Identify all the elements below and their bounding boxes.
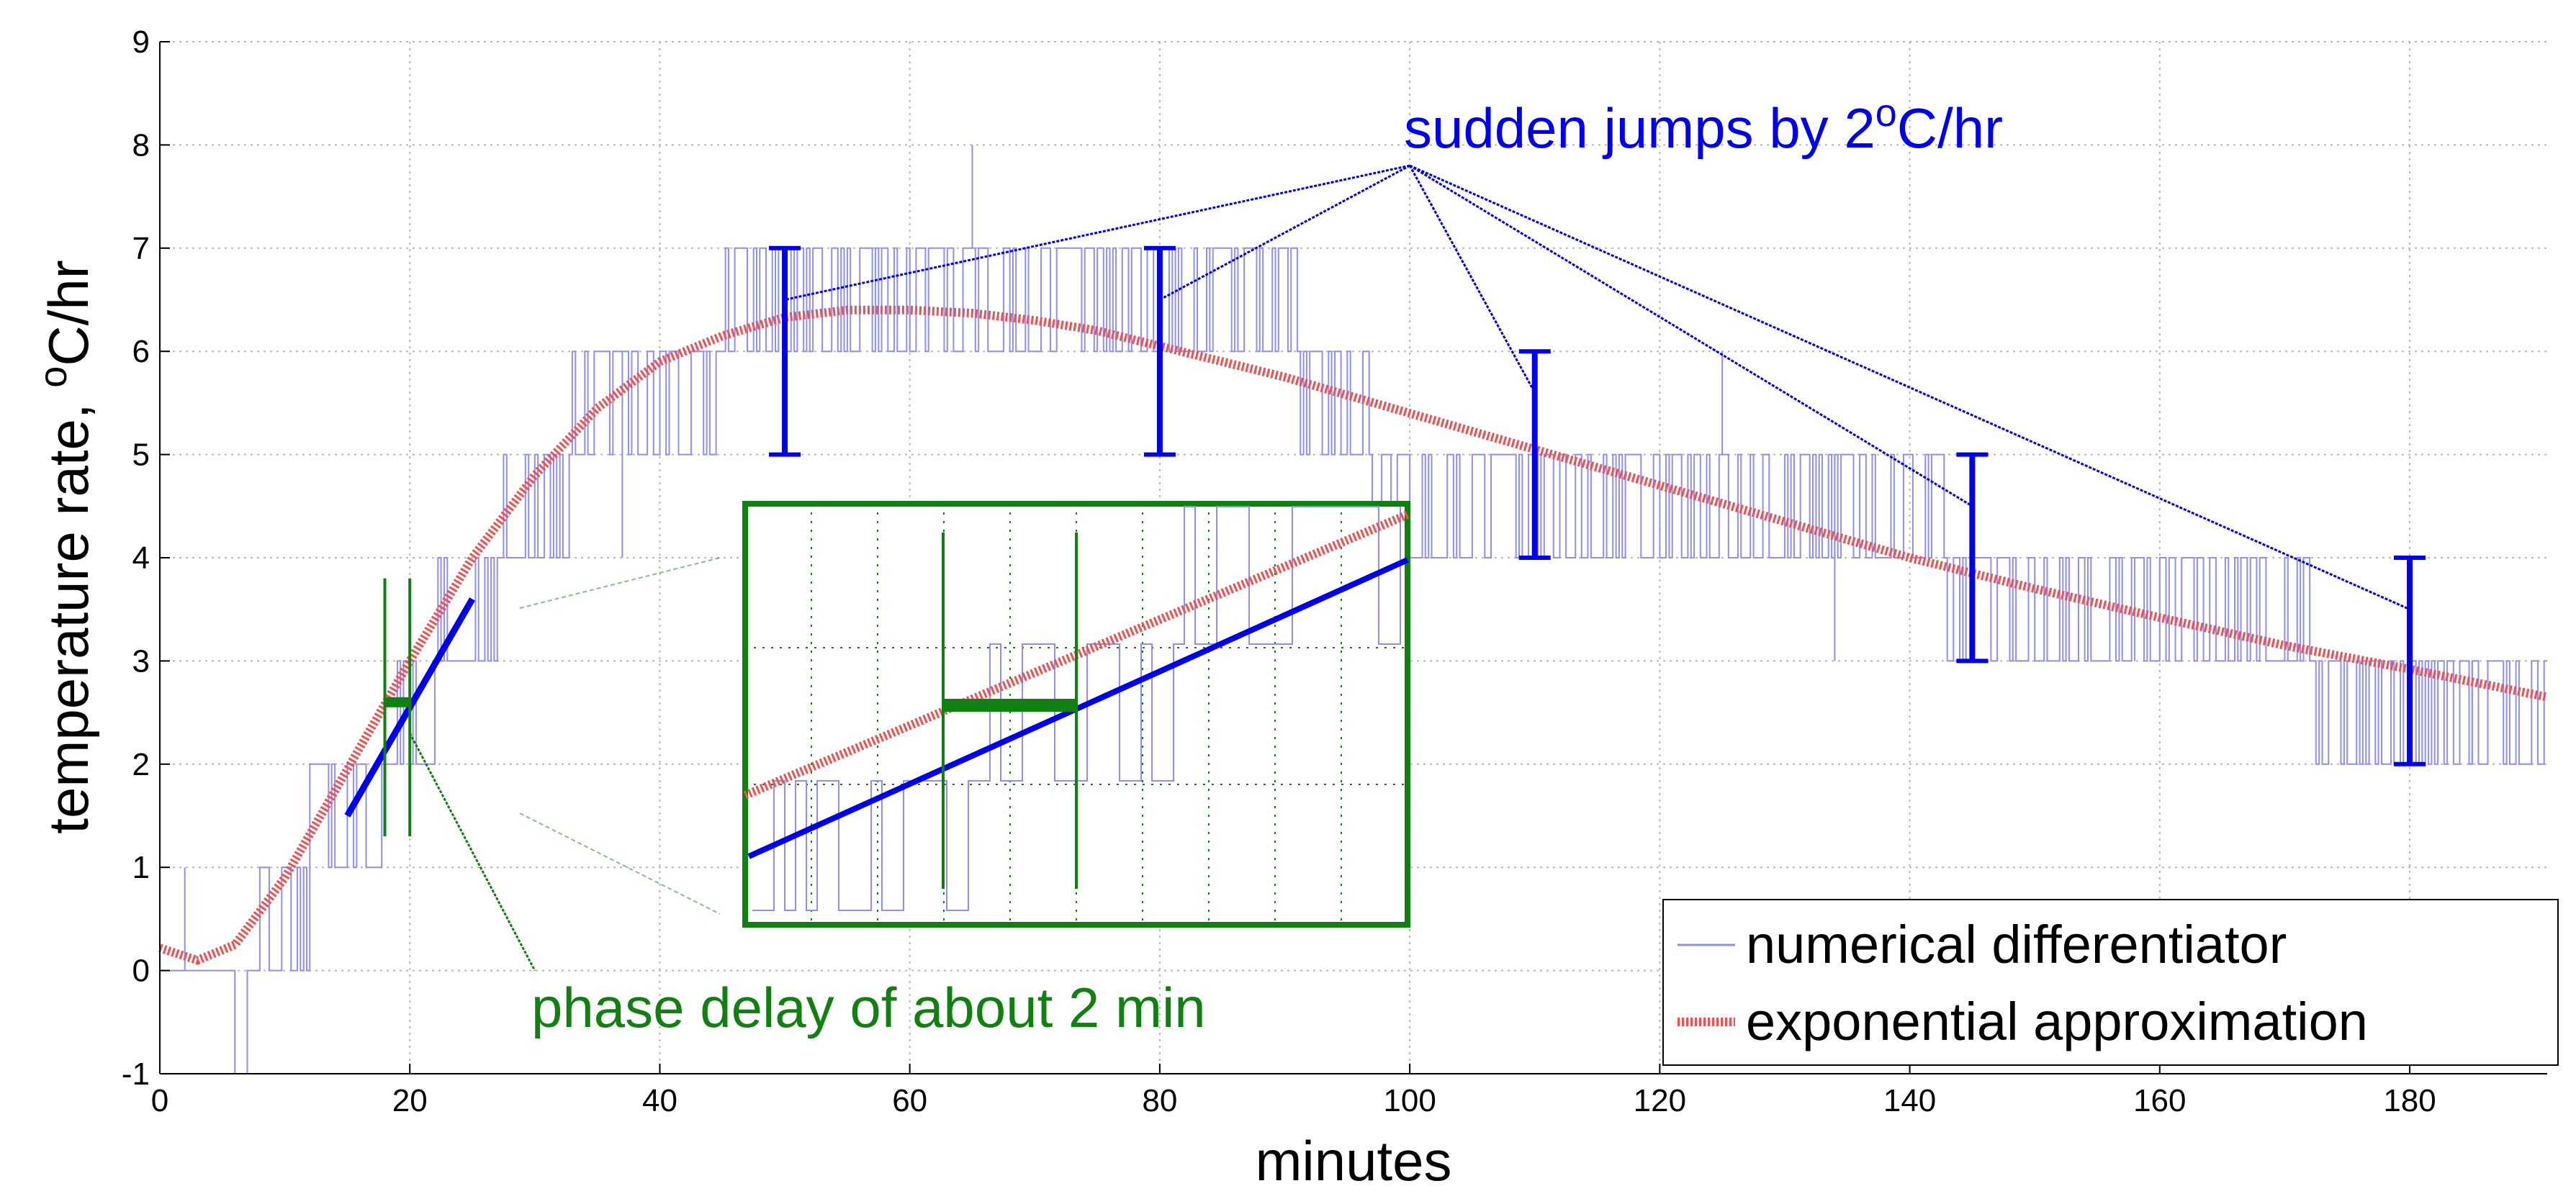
x-tick-label: 20 <box>392 1083 428 1118</box>
zoom-inset <box>519 501 1410 928</box>
y-tick-label: 5 <box>132 438 150 473</box>
y-tick-label: 3 <box>132 643 150 679</box>
jump-markers <box>769 164 2426 766</box>
annotation-leader <box>784 164 1410 301</box>
inset-tangent-line <box>747 557 1409 859</box>
x-tick-label: 140 <box>1883 1083 1936 1118</box>
y-tick-label: 2 <box>132 747 150 782</box>
phase-delay-markers <box>344 578 536 972</box>
y-tick-label: -1 <box>122 1056 150 1092</box>
annotations: sudden jumps by 2oC/hr phase delay of ab… <box>531 91 2003 1039</box>
x-tick-label: 160 <box>2133 1083 2186 1118</box>
inset-connector <box>519 557 721 609</box>
jumps-annotation: sudden jumps by 2oC/hr <box>1404 91 2003 160</box>
x-tick-label: 80 <box>1142 1083 1177 1118</box>
inset-differentiator-line <box>752 506 1401 911</box>
y-tick-label: 8 <box>132 127 150 163</box>
x-tick-label: 180 <box>2383 1083 2436 1118</box>
x-tick-label: 40 <box>642 1083 677 1118</box>
x-axis-title: minutes <box>1255 1129 1451 1192</box>
y-tick-label: 1 <box>132 850 150 885</box>
legend: numerical differentiator exponential app… <box>1662 899 2559 1066</box>
phase-leader <box>408 733 536 972</box>
x-tick-label: 60 <box>892 1083 927 1118</box>
y-tick-label: 0 <box>132 954 150 989</box>
x-tick-label: 0 <box>151 1083 168 1118</box>
y-axis-title: temperature rate, oC/hr <box>32 260 100 833</box>
y-tick-label: 6 <box>132 334 150 369</box>
y-tick-label: 7 <box>132 231 150 266</box>
exponential-line <box>158 305 2549 965</box>
series-exponential-approximation <box>158 305 2549 965</box>
legend-label-exponential: exponential approximation <box>1746 992 2368 1051</box>
inset-connector <box>519 813 721 915</box>
annotation-leader <box>1409 164 2410 611</box>
legend-box <box>1662 899 2559 1066</box>
differentiator-line <box>160 247 2547 1074</box>
x-tick-label: 100 <box>1383 1083 1436 1118</box>
x-tick-label: 120 <box>1634 1083 1686 1118</box>
legend-label-differentiator: numerical differentiator <box>1746 915 2287 974</box>
annotation-leader <box>1409 164 1973 507</box>
phase-delay-annotation: phase delay of about 2 min <box>531 976 1206 1039</box>
y-tick-label: 4 <box>132 540 150 576</box>
annotation-leader <box>1408 165 1536 394</box>
y-tick-label: 9 <box>132 24 150 60</box>
